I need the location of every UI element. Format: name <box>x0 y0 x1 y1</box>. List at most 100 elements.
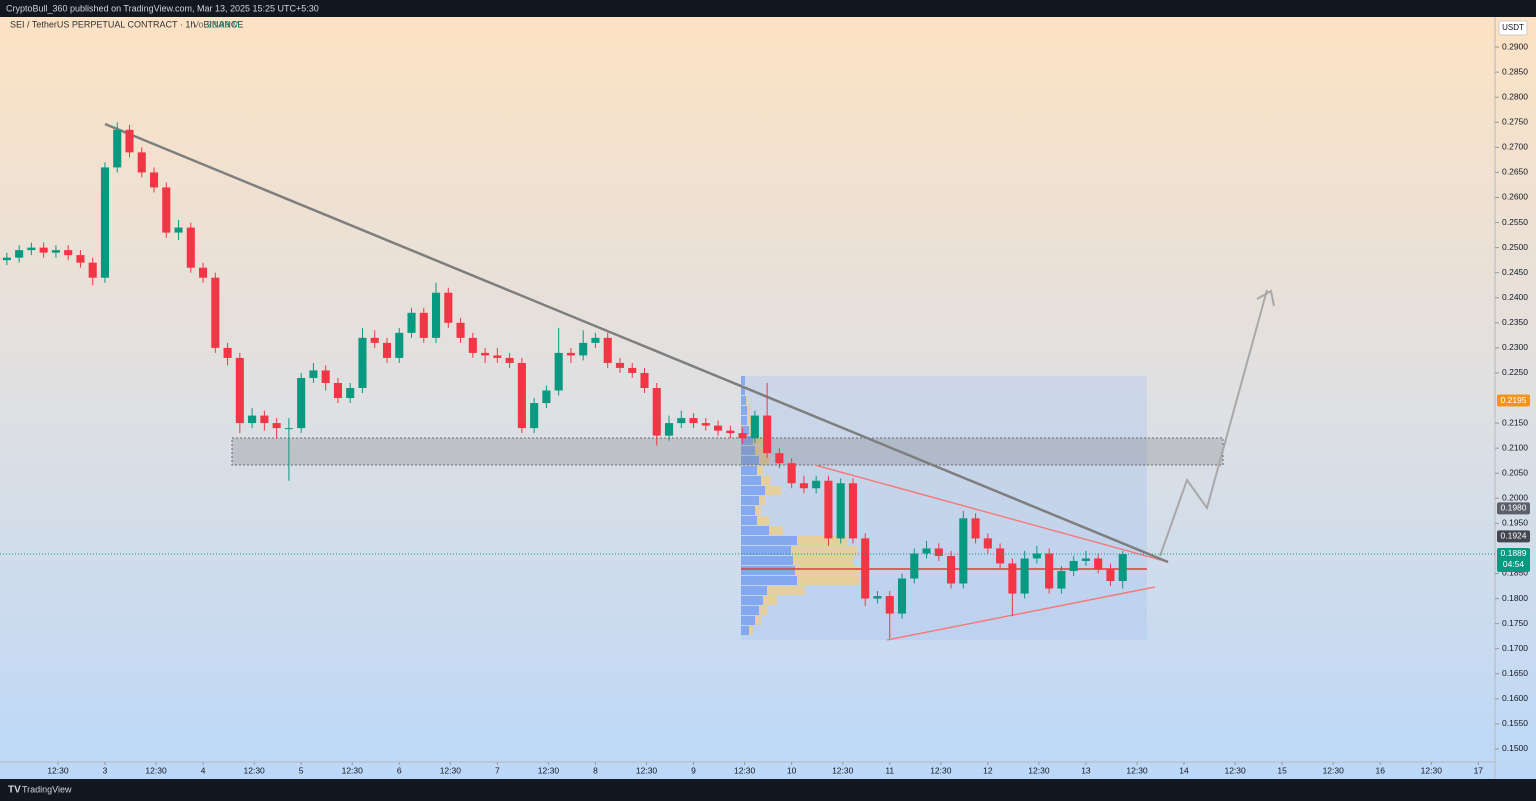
y-tick-label: 0.2850 <box>1502 66 1528 76</box>
x-tick-label: 13 <box>1081 765 1091 775</box>
profile-bar <box>741 456 759 465</box>
candle-body <box>873 596 882 599</box>
drawings <box>104 122 1275 641</box>
x-tick-label: 12:30 <box>342 765 364 775</box>
profile-bar <box>741 626 749 635</box>
x-tick-label: 12:30 <box>440 765 462 775</box>
candle-body <box>382 342 392 358</box>
y-tick-label: 0.2900 <box>1502 41 1528 51</box>
candle-body <box>848 483 858 539</box>
candle-body <box>395 332 404 358</box>
y-tick-label: 0.2400 <box>1502 292 1528 302</box>
candle-body <box>444 292 453 323</box>
candle-body <box>824 480 833 539</box>
x-tick-label: 12:30 <box>145 765 167 775</box>
profile-bar <box>741 586 767 595</box>
volume-profile <box>741 376 859 635</box>
profile-bar <box>757 516 769 525</box>
profile-bar <box>741 376 745 385</box>
candle-body <box>162 187 171 233</box>
profile-bar <box>795 566 859 575</box>
brand: TradingView <box>22 784 72 794</box>
profile-bar <box>761 476 771 485</box>
profile-bar <box>793 556 853 565</box>
profile-bar <box>741 416 747 425</box>
profile-bar <box>741 436 753 445</box>
candle-body <box>1045 553 1054 589</box>
candle-body <box>664 423 674 436</box>
y-tick-label: 0.2050 <box>1502 467 1528 477</box>
profile-bar <box>741 476 761 485</box>
x-tick-label: 10 <box>787 765 797 775</box>
volume-value: 23.99 M <box>207 19 240 29</box>
y-tick-label: 0.2000 <box>1502 493 1528 503</box>
profile-bar <box>741 406 747 415</box>
profile-bar <box>741 546 791 555</box>
candle-body <box>885 596 894 614</box>
y-tick-label: 0.1500 <box>1502 743 1528 753</box>
candle-body <box>370 337 379 343</box>
profile-bar <box>741 396 746 405</box>
profile-bar <box>797 576 859 585</box>
candle-body <box>88 262 97 278</box>
candle-body <box>431 292 441 338</box>
x-tick-label: 12 <box>983 765 993 775</box>
y-tick-label: 0.2250 <box>1502 367 1528 377</box>
candle-body <box>407 312 416 333</box>
profile-bar <box>747 406 750 415</box>
profile-bar <box>741 536 797 545</box>
profile-bar <box>759 456 769 465</box>
profile-bar <box>741 426 749 435</box>
candle-body <box>763 415 772 454</box>
profile-bar <box>741 566 795 575</box>
candle-body <box>517 362 526 429</box>
profile-bar <box>755 616 761 625</box>
x-tick-label: 12:30 <box>47 765 69 775</box>
profile-bar <box>767 586 805 595</box>
x-tick-label: 12:30 <box>244 765 266 775</box>
candle-body <box>812 480 821 489</box>
candle-body <box>505 357 514 363</box>
x-tick-label: 12:30 <box>538 765 560 775</box>
candle-body <box>272 423 281 429</box>
candle-body <box>947 555 956 584</box>
profile-bar <box>763 596 777 605</box>
x-tick-label: 16 <box>1375 765 1385 775</box>
x-tick-label: 5 <box>299 765 304 775</box>
x-tick-label: 17 <box>1474 765 1484 775</box>
candle-body <box>248 415 257 424</box>
candle-body <box>64 250 73 256</box>
candle-body <box>333 382 342 399</box>
profile-bar <box>741 506 755 515</box>
profile-box <box>741 376 1147 640</box>
profile-bar <box>741 606 759 615</box>
price-badge <box>1497 394 1530 407</box>
candle-body <box>284 428 293 430</box>
y-tick-label: 0.2600 <box>1502 192 1528 202</box>
candle-body <box>959 518 968 584</box>
price-badge-label: 0.2195 <box>1501 395 1527 405</box>
publisher: CryptoBull_360 published on TradingView.… <box>6 3 319 13</box>
candle-body <box>996 548 1005 564</box>
profile-bar <box>759 606 767 615</box>
x-tick-label: 12:30 <box>1126 765 1148 775</box>
candle-body <box>714 425 723 431</box>
candle-body <box>579 342 588 356</box>
top-bar <box>0 0 1536 17</box>
price-badge <box>1497 530 1530 543</box>
x-tick-label: 14 <box>1179 765 1189 775</box>
candle-body <box>235 357 244 424</box>
profile-bar <box>755 506 761 515</box>
projection-arrow <box>1159 289 1268 557</box>
profile-bar <box>797 536 847 545</box>
x-tick-label: 9 <box>691 765 696 775</box>
candle-body <box>223 347 232 358</box>
candle-body <box>701 423 710 426</box>
y-tick-label: 0.2450 <box>1502 267 1528 277</box>
candle-body <box>199 267 208 278</box>
y-tick-label: 0.1650 <box>1502 668 1528 678</box>
candle-body <box>861 538 870 599</box>
candle-body <box>738 433 747 439</box>
y-tick-label: 0.1700 <box>1502 643 1528 653</box>
